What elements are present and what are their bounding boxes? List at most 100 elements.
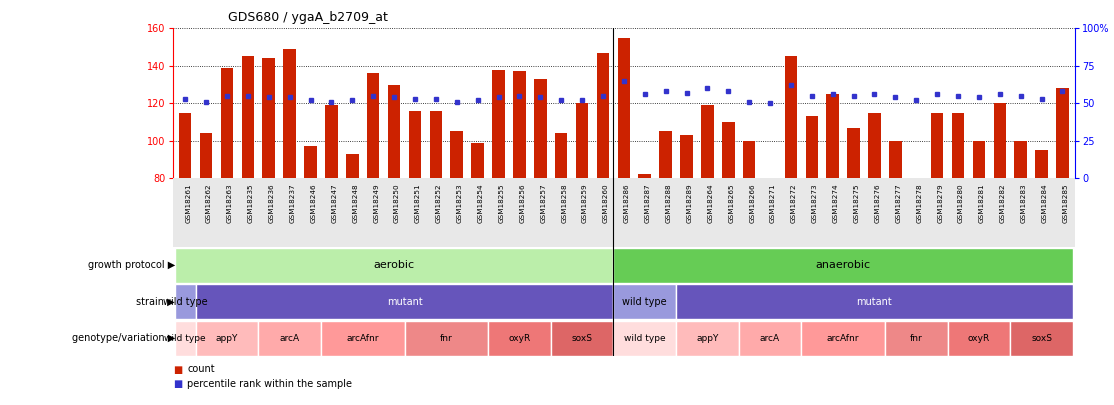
Bar xyxy=(346,154,359,178)
Bar xyxy=(450,131,463,178)
Bar xyxy=(242,56,254,178)
Text: GSM18286: GSM18286 xyxy=(624,184,629,223)
Text: ■: ■ xyxy=(173,379,182,389)
Text: GSM18255: GSM18255 xyxy=(499,184,505,223)
Bar xyxy=(404,321,488,356)
Bar xyxy=(931,113,944,178)
Bar xyxy=(948,321,1010,356)
Text: arcAfnr: arcAfnr xyxy=(346,334,379,343)
Bar xyxy=(514,71,526,178)
Bar xyxy=(283,49,296,178)
Bar xyxy=(868,113,881,178)
Text: GDS680 / ygaA_b2709_at: GDS680 / ygaA_b2709_at xyxy=(228,11,389,24)
Text: GSM18258: GSM18258 xyxy=(561,184,567,223)
Text: GSM18249: GSM18249 xyxy=(373,184,379,223)
Text: GSM18281: GSM18281 xyxy=(979,184,985,223)
Bar xyxy=(951,113,965,178)
Text: growth protocol ▶: growth protocol ▶ xyxy=(88,260,175,270)
Bar xyxy=(430,111,442,178)
Text: GSM18247: GSM18247 xyxy=(332,184,338,223)
Text: GSM18274: GSM18274 xyxy=(832,184,839,223)
Text: GSM18253: GSM18253 xyxy=(457,184,462,223)
Bar xyxy=(701,105,714,178)
Bar xyxy=(555,133,567,178)
Bar xyxy=(889,141,901,178)
Text: GSM18271: GSM18271 xyxy=(770,184,776,223)
Bar xyxy=(1035,150,1048,178)
Text: genotype/variation ▶: genotype/variation ▶ xyxy=(71,333,175,343)
Bar xyxy=(597,53,609,178)
Text: GSM18264: GSM18264 xyxy=(707,184,713,223)
Text: GSM18248: GSM18248 xyxy=(352,184,359,223)
Text: GSM18235: GSM18235 xyxy=(247,184,254,223)
Bar xyxy=(784,56,798,178)
Bar xyxy=(614,248,1073,283)
Text: count: count xyxy=(187,364,215,375)
Bar xyxy=(676,284,1073,319)
Text: GSM18260: GSM18260 xyxy=(603,184,609,223)
Text: anaerobic: anaerobic xyxy=(815,260,871,270)
Bar xyxy=(801,321,885,356)
Bar xyxy=(805,116,818,178)
Text: oxyR: oxyR xyxy=(508,334,530,343)
Text: aerobic: aerobic xyxy=(373,260,414,270)
Text: GSM18279: GSM18279 xyxy=(937,184,944,223)
Bar xyxy=(973,141,985,178)
Bar xyxy=(614,321,676,356)
Text: GSM18236: GSM18236 xyxy=(268,184,275,223)
Bar xyxy=(199,133,213,178)
Bar xyxy=(638,175,651,178)
Text: GSM18272: GSM18272 xyxy=(791,184,797,223)
Bar xyxy=(175,248,614,283)
Bar xyxy=(471,143,483,178)
Text: GSM18262: GSM18262 xyxy=(206,184,212,223)
Bar xyxy=(1010,321,1073,356)
Bar xyxy=(263,58,275,178)
Text: arcA: arcA xyxy=(280,334,300,343)
Bar xyxy=(258,321,321,356)
Bar xyxy=(1015,141,1027,178)
Text: GSM18251: GSM18251 xyxy=(414,184,421,223)
Bar xyxy=(614,284,676,319)
Bar xyxy=(617,38,631,178)
Bar xyxy=(325,105,338,178)
Bar xyxy=(739,321,801,356)
Text: percentile rank within the sample: percentile rank within the sample xyxy=(187,379,352,389)
Text: GSM18278: GSM18278 xyxy=(916,184,922,223)
Text: GSM18237: GSM18237 xyxy=(290,184,295,223)
Text: mutant: mutant xyxy=(857,297,892,307)
Text: GSM18280: GSM18280 xyxy=(958,184,964,223)
Text: soxS: soxS xyxy=(571,334,593,343)
Bar xyxy=(304,146,316,178)
Text: arcAfnr: arcAfnr xyxy=(827,334,859,343)
Text: GSM18259: GSM18259 xyxy=(583,184,588,223)
Text: GSM18250: GSM18250 xyxy=(394,184,400,223)
Text: wild type: wild type xyxy=(163,297,207,307)
Bar xyxy=(550,321,614,356)
Bar xyxy=(848,128,860,178)
Text: GSM18287: GSM18287 xyxy=(645,184,651,223)
Bar xyxy=(488,321,550,356)
Bar xyxy=(367,73,380,178)
Bar xyxy=(681,135,693,178)
Text: wild type: wild type xyxy=(623,297,667,307)
Bar xyxy=(827,94,839,178)
Bar xyxy=(196,284,614,319)
Bar xyxy=(196,321,258,356)
Bar xyxy=(321,321,404,356)
Bar xyxy=(179,113,192,178)
Bar xyxy=(743,141,755,178)
Text: GSM18246: GSM18246 xyxy=(311,184,316,223)
Text: fnr: fnr xyxy=(910,334,922,343)
Text: GSM18265: GSM18265 xyxy=(729,184,734,223)
Text: soxS: soxS xyxy=(1032,334,1052,343)
Text: appY: appY xyxy=(216,334,238,343)
Bar xyxy=(221,68,233,178)
Text: arcA: arcA xyxy=(760,334,780,343)
Bar xyxy=(175,284,196,319)
Text: GSM18256: GSM18256 xyxy=(519,184,526,223)
Bar xyxy=(676,321,739,356)
Bar xyxy=(1056,88,1068,178)
Bar xyxy=(492,70,505,178)
Text: GSM18282: GSM18282 xyxy=(1000,184,1006,223)
